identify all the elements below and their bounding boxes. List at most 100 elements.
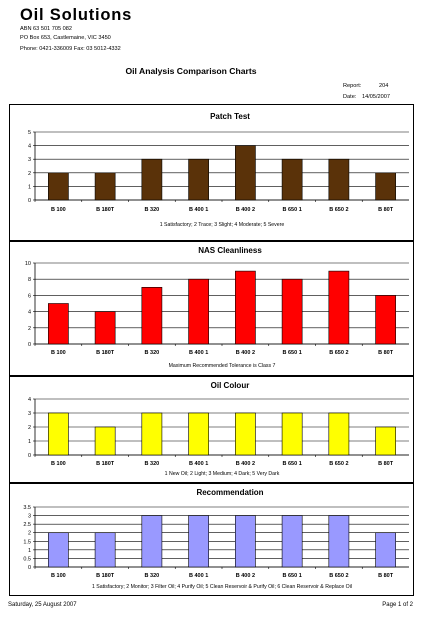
x-tick-label: B 400 1 (189, 573, 208, 579)
bar-b-400-1 (188, 278, 209, 345)
x-tick-label: B 650 1 (282, 207, 301, 213)
chart-title: Oil Colour (211, 381, 250, 390)
chart-title: Recommendation (196, 488, 263, 497)
chart-panel-patch-test: Patch Test 0 1 2 3 4 5 B 100 B 180T B 320 B 400 1 B… (9, 104, 414, 241)
bar-b-650-2 (328, 412, 350, 456)
x-tick-label: B 180T (96, 207, 115, 213)
phone-text: Phone: 0421-336009 Fax: 03 5012-4332 (20, 46, 121, 52)
bar-b-400-2 (235, 270, 256, 345)
y-tick-label: 8 (28, 277, 31, 283)
x-tick-label: B 320 (145, 461, 160, 467)
x-tick-label: B 80T (378, 573, 394, 579)
x-tick-label: B 320 (145, 207, 160, 213)
x-tick-label: B 650 2 (329, 350, 348, 356)
chart-note: 1 New Oil; 2 Light; 3 Medium; 4 Dark; 5 … (165, 471, 280, 477)
x-tick-label: B 80T (378, 207, 394, 213)
bar-b-100 (48, 412, 69, 456)
bar-b-400-2 (235, 145, 256, 201)
recommendation-chart: Recommendation 0 0.5 1 1.5 2 2.5 3 3.5 B 100 B 180… (23, 488, 409, 590)
y-tick-label: 2.5 (23, 522, 31, 528)
x-tick-label: B 400 2 (236, 461, 255, 467)
y-tick-label: 1.5 (23, 539, 31, 545)
chart-panel-nas-cleanliness: NAS Cleanliness 0 2 4 6 8 10 B 100 B 180T B 320 B … (9, 241, 414, 376)
bar-b-400-1 (188, 158, 209, 201)
bar-b-650-1 (281, 412, 303, 456)
y-tick-label: 2 (28, 531, 31, 537)
bar-b-100 (48, 172, 69, 201)
abn-text: ABN 63 501 705 082 (20, 26, 72, 32)
y-tick-label: 1 (28, 184, 31, 190)
y-tick-label: 1 (28, 439, 31, 445)
y-tick-label: 4 (28, 144, 31, 150)
date-label: Date: (343, 94, 357, 100)
x-tick-label: B 400 1 (189, 350, 208, 356)
x-tick-label: B 400 1 (189, 207, 208, 213)
x-tick-label: B 650 1 (282, 573, 301, 579)
y-tick-label: 4 (28, 397, 31, 403)
bar-b-80t (375, 295, 396, 345)
bar-b-80t (375, 426, 396, 456)
chart-panel-oil-colour: Oil Colour 0 1 2 3 4 B 100 B 180T B 320 B 400 1 B … (9, 376, 414, 483)
bar-b-180t (94, 426, 116, 456)
y-tick-label: 4 (28, 310, 31, 316)
y-tick-label: 3.5 (23, 505, 31, 511)
x-tick-label: B 80T (378, 350, 394, 356)
chart-title: Patch Test (210, 112, 250, 121)
chart-note: Maximum Recommended Tolerance is Class 7 (169, 363, 276, 369)
x-tick-label: B 180T (96, 461, 115, 467)
bar-b-320 (141, 158, 163, 201)
footer-page-number: Page 1 of 2 (382, 602, 413, 608)
x-tick-label: B 650 2 (329, 461, 348, 467)
bar-b-180t (94, 311, 116, 345)
bar-b-400-1 (188, 515, 209, 568)
y-tick-label: 2 (28, 425, 31, 431)
y-tick-label: 10 (25, 261, 31, 267)
x-tick-label: B 650 2 (329, 207, 348, 213)
bar-b-650-2 (328, 158, 350, 201)
bar-b-180t (94, 172, 116, 201)
report-number: 204 (379, 83, 389, 89)
bar-b-180t (94, 532, 116, 568)
footer-date: Saturday, 25 August 2007 (8, 602, 77, 608)
y-tick-label: 6 (28, 293, 31, 299)
company-name: Oil Solutions (20, 6, 133, 24)
x-tick-label: B 400 2 (236, 350, 255, 356)
chart-panel-recommendation: Recommendation 0 0.5 1 1.5 2 2.5 3 3.5 B 100 B 180… (9, 483, 414, 596)
x-tick-label: B 650 1 (282, 461, 301, 467)
y-tick-label: 0.5 (23, 556, 31, 562)
bar-b-320 (141, 515, 163, 568)
y-tick-label: 0 (28, 342, 31, 348)
x-tick-label: B 320 (145, 573, 160, 579)
x-tick-label: B 400 1 (189, 461, 208, 467)
report-title: Oil Analysis Comparison Charts (125, 66, 257, 76)
patch-test-chart: Patch Test 0 1 2 3 4 5 B 100 B 180T B 320 B 400 1 B… (28, 112, 409, 228)
chart-note: 1 Satisfactory; 2 Trace; 3 Slight; 4 Mod… (160, 222, 285, 228)
y-tick-label: 0 (28, 453, 31, 459)
address-text: PO Box 653, Castlemaine, VIC 3450 (20, 35, 111, 41)
y-tick-label: 0 (28, 198, 31, 204)
x-tick-label: B 650 2 (329, 573, 348, 579)
bar-b-100 (48, 303, 69, 345)
bar-b-320 (141, 412, 163, 456)
y-tick-label: 3 (28, 411, 31, 417)
date-value: 14/05/2007 (362, 94, 390, 100)
y-tick-label: 5 (28, 130, 31, 136)
x-tick-label: B 400 2 (236, 573, 255, 579)
bar-b-400-1 (188, 412, 209, 456)
bar-b-400-2 (235, 515, 256, 568)
chart-note: 1 Satisfactory; 2 Monitor; 3 Filter Oil;… (92, 584, 352, 590)
x-tick-label: B 400 2 (236, 207, 255, 213)
bar-b-650-1 (281, 158, 303, 201)
chart-title: NAS Cleanliness (198, 246, 262, 255)
x-tick-label: B 180T (96, 350, 115, 356)
x-tick-label: B 100 (51, 350, 66, 356)
bar-b-80t (375, 532, 396, 568)
x-tick-label: B 180T (96, 573, 115, 579)
x-tick-label: B 80T (378, 461, 394, 467)
bar-b-650-2 (328, 270, 350, 345)
y-tick-label: 3 (28, 157, 31, 163)
nas-cleanliness-chart: NAS Cleanliness 0 2 4 6 8 10 B 100 B 180T B 320 B … (25, 246, 409, 369)
bar-b-80t (375, 172, 396, 201)
bar-b-650-1 (281, 515, 303, 568)
bar-b-650-2 (328, 515, 350, 568)
